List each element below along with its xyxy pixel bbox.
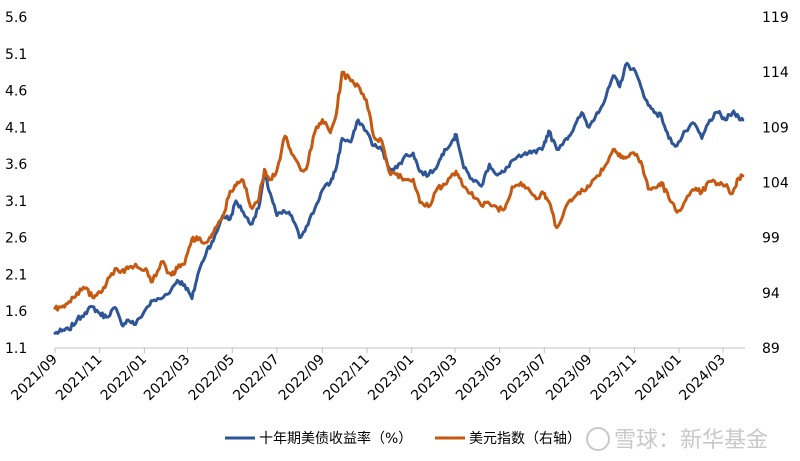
- y-axis-right: 89 94 99 104 109 114 119: [762, 10, 789, 357]
- x-tick-label: 2021/09: [8, 352, 60, 404]
- y-left-tick-label: 1.1: [5, 341, 27, 357]
- y-left-tick-label: 4.6: [5, 84, 27, 100]
- watermark: 雪球：新华基金: [586, 427, 768, 453]
- y-right-tick-label: 99: [762, 231, 780, 247]
- legend-item-dxy: 美元指数（右轴）: [435, 431, 581, 447]
- x-tick-label: 2024/03: [676, 352, 728, 404]
- y-left-tick-label: 2.6: [5, 231, 27, 247]
- x-tick-label: 2022/09: [276, 352, 328, 404]
- legend-label-dxy: 美元指数（右轴）: [469, 431, 581, 447]
- y-left-tick-label: 3.1: [5, 194, 27, 210]
- y-left-tick-label: 2.1: [5, 267, 27, 283]
- watermark-text: 雪球：新华基金: [614, 428, 768, 453]
- y-left-tick-label: 5.1: [5, 47, 27, 63]
- x-axis: 2021/092021/112022/012022/032022/052022/…: [8, 348, 729, 404]
- series-dollar-index-line: [53, 70, 745, 312]
- y-left-tick-label: 3.6: [5, 157, 27, 173]
- x-tick-label: 2022/07: [230, 352, 282, 404]
- y-right-tick-label: 104: [762, 176, 789, 192]
- x-tick-label: 2023/09: [543, 352, 595, 404]
- y-right-tick-label: 89: [762, 341, 780, 357]
- x-tick-label: 2022/03: [141, 352, 193, 404]
- series-layer: [53, 61, 745, 335]
- y-right-tick-label: 114: [762, 65, 789, 81]
- y-left-tick-label: 4.1: [5, 120, 27, 136]
- series-treasury-yield-line: [53, 61, 745, 335]
- snowball-logo-icon: [586, 427, 610, 451]
- y-left-tick-label: 5.6: [5, 10, 27, 26]
- y-right-tick-label: 94: [762, 286, 780, 302]
- x-tick-label: 2022/01: [98, 352, 150, 404]
- x-tick-label: 2023/05: [453, 352, 505, 404]
- x-tick-label: 2024/01: [632, 352, 684, 404]
- x-tick-label: 2022/11: [320, 352, 372, 404]
- x-tick-label: 2022/05: [186, 352, 238, 404]
- y-right-tick-label: 109: [762, 120, 789, 136]
- x-tick-label: 2023/07: [498, 352, 550, 404]
- legend-label-treasury: 十年期美债收益率（%）: [259, 430, 412, 447]
- y-axis-left: 1.1 1.6 2.1 2.6 3.1 3.6 4.1 4.6 5.1 5.6: [5, 10, 27, 357]
- x-tick-label: 2023/03: [408, 352, 460, 404]
- x-tick-label: 2021/11: [53, 352, 105, 404]
- legend-item-treasury: 十年期美债收益率（%）: [225, 430, 412, 447]
- y-right-tick-label: 119: [762, 10, 789, 26]
- x-tick-label: 2023/01: [365, 352, 417, 404]
- x-tick-label: 2023/11: [588, 352, 640, 404]
- legend: 十年期美债收益率（%） 美元指数（右轴）: [225, 430, 581, 447]
- y-left-tick-label: 1.6: [5, 304, 27, 320]
